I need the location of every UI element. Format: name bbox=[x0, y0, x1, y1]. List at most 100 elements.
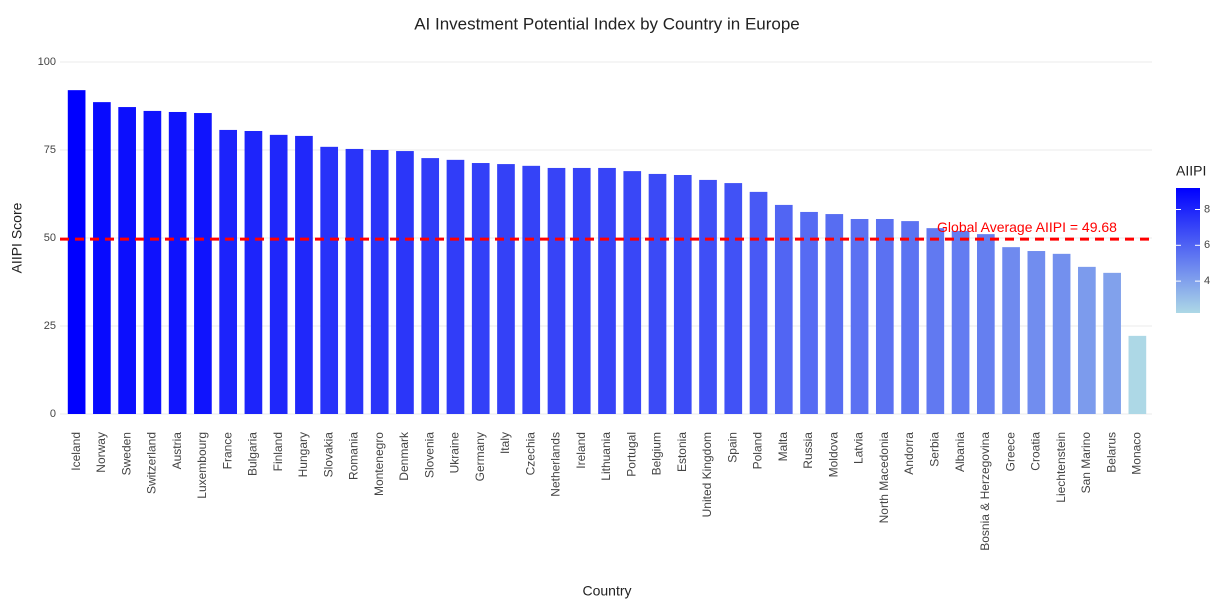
x-tick-label: Malta bbox=[776, 432, 790, 462]
bar bbox=[370, 150, 389, 414]
bar bbox=[673, 174, 692, 414]
bar bbox=[497, 164, 515, 414]
x-tick-label: Austria bbox=[170, 432, 184, 470]
bar bbox=[800, 211, 818, 414]
x-tick-label: United Kingdom bbox=[700, 432, 714, 517]
colorbar-tick-label: 6 bbox=[1204, 239, 1210, 251]
x-tick-label: Italy bbox=[498, 432, 512, 454]
x-tick-label: Monaco bbox=[1130, 432, 1144, 475]
chart-title: AI Investment Potential Index by Country… bbox=[414, 14, 800, 33]
bar bbox=[572, 167, 591, 414]
y-tick-label: 100 bbox=[38, 56, 56, 68]
reference-label: Global Average AIIPI = 49.68 bbox=[937, 219, 1117, 235]
x-tick-label: Russia bbox=[801, 432, 815, 469]
x-tick-label: Greece bbox=[1003, 432, 1017, 472]
y-tick-label: 50 bbox=[44, 232, 56, 244]
bar bbox=[118, 107, 136, 414]
bar bbox=[522, 165, 541, 414]
bar bbox=[749, 191, 768, 414]
y-tick-label: 75 bbox=[44, 144, 56, 156]
x-tick-label: Bosnia & Herzegovina bbox=[978, 432, 992, 551]
x-tick-label: Ukraine bbox=[448, 432, 462, 474]
colorbar bbox=[1176, 188, 1200, 313]
x-tick-label: Netherlands bbox=[549, 432, 563, 497]
y-tick-label: 25 bbox=[44, 320, 56, 332]
x-tick-label: Belgium bbox=[650, 432, 664, 475]
bar bbox=[168, 111, 187, 414]
bar bbox=[143, 110, 162, 414]
x-tick-label: Estonia bbox=[675, 432, 689, 472]
bar bbox=[951, 230, 970, 414]
x-tick-label: France bbox=[220, 432, 234, 470]
colorbar-tick-label: 4 bbox=[1204, 275, 1210, 287]
x-tick-label: Latvia bbox=[852, 432, 866, 464]
bar bbox=[1128, 335, 1147, 414]
bar bbox=[1027, 251, 1046, 414]
x-tick-label: Montenegro bbox=[372, 432, 386, 496]
bar bbox=[976, 234, 995, 414]
x-tick-label: San Marino bbox=[1079, 432, 1093, 494]
x-tick-label: Hungary bbox=[296, 432, 310, 477]
bar bbox=[320, 146, 339, 414]
bar bbox=[67, 90, 86, 414]
bar bbox=[648, 173, 667, 414]
colorbar-tick-label: 8 bbox=[1204, 203, 1210, 215]
x-tick-label: Switzerland bbox=[145, 432, 159, 494]
bar bbox=[850, 218, 869, 414]
bar bbox=[926, 228, 945, 414]
bar bbox=[93, 102, 111, 415]
x-tick-label: Slovenia bbox=[422, 432, 436, 478]
bar bbox=[1002, 247, 1020, 414]
x-tick-label: Romania bbox=[347, 432, 361, 480]
x-tick-label: North Macedonia bbox=[877, 432, 891, 524]
bar bbox=[219, 129, 238, 414]
x-tick-label: Germany bbox=[473, 432, 487, 481]
bar bbox=[825, 214, 844, 414]
bar bbox=[875, 218, 894, 414]
x-tick-label: Poland bbox=[751, 432, 765, 469]
bar bbox=[1052, 253, 1071, 414]
bar bbox=[1103, 272, 1121, 414]
x-tick-label: Andorra bbox=[902, 432, 916, 475]
bar bbox=[774, 204, 793, 414]
x-tick-label: Croatia bbox=[1029, 432, 1043, 471]
x-tick-label: Albania bbox=[953, 432, 967, 472]
x-tick-label: Liechtenstein bbox=[1054, 432, 1068, 503]
bar bbox=[699, 179, 717, 414]
x-tick-label: Czechia bbox=[523, 432, 537, 476]
bar bbox=[724, 183, 743, 414]
bar bbox=[547, 167, 566, 414]
x-tick-label: Sweden bbox=[119, 432, 133, 475]
x-tick-label: Bulgaria bbox=[246, 432, 260, 476]
bar bbox=[396, 151, 414, 414]
bar bbox=[471, 163, 490, 414]
x-tick-label: Iceland bbox=[69, 432, 83, 471]
bar bbox=[244, 130, 263, 414]
y-tick-label: 0 bbox=[50, 408, 56, 420]
x-tick-label: Belarus bbox=[1104, 432, 1118, 473]
x-tick-label: Norway bbox=[94, 432, 108, 473]
bar bbox=[345, 148, 364, 414]
x-tick-label: Moldova bbox=[826, 432, 840, 478]
bar bbox=[901, 221, 919, 414]
legend-title: AIIPI bbox=[1176, 163, 1206, 179]
bar bbox=[598, 167, 616, 414]
bar bbox=[295, 135, 313, 415]
bar bbox=[269, 134, 288, 414]
bar bbox=[1078, 266, 1096, 414]
x-tick-label: Ireland bbox=[574, 432, 588, 469]
bar bbox=[446, 159, 465, 414]
x-tick-label: Denmark bbox=[397, 431, 411, 481]
x-tick-label: Lithuania bbox=[599, 432, 613, 481]
x-axis-title: Country bbox=[582, 583, 631, 599]
x-tick-label: Luxembourg bbox=[195, 432, 209, 499]
x-tick-label: Spain bbox=[725, 432, 739, 463]
x-tick-label: Serbia bbox=[927, 432, 941, 467]
bar bbox=[194, 113, 212, 414]
y-axis-title: AIIPI Score bbox=[9, 202, 25, 273]
x-tick-label: Portugal bbox=[624, 432, 638, 477]
bar bbox=[623, 171, 642, 414]
x-tick-label: Slovakia bbox=[321, 432, 335, 478]
x-tick-label: Finland bbox=[271, 432, 285, 471]
